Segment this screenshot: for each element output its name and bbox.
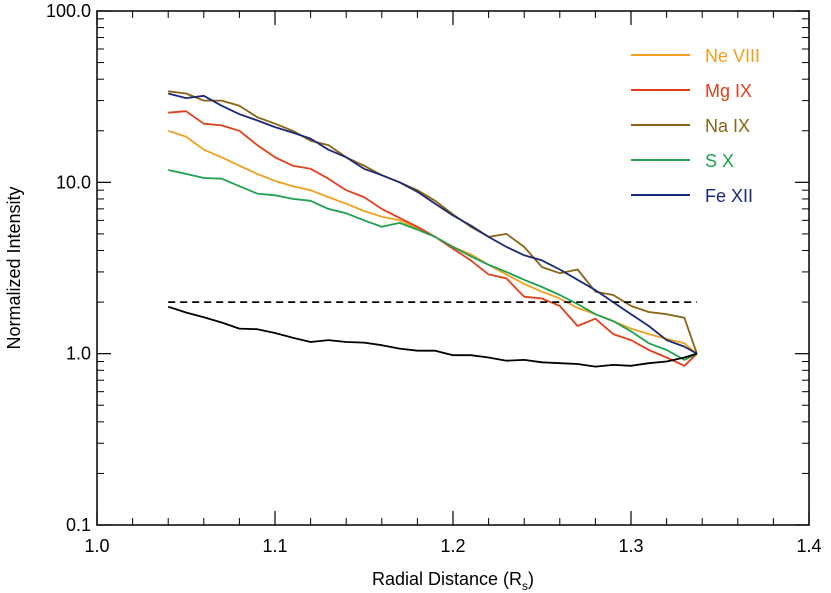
x-tick-label: 1.4 <box>796 536 821 556</box>
y-tick-label: 0.1 <box>66 515 91 535</box>
legend-label-fe-xii: Fe XII <box>705 186 753 206</box>
legend-label-s-x: S X <box>705 151 734 171</box>
plot-frame <box>96 10 810 526</box>
x-tick-label: 1.3 <box>618 536 643 556</box>
series-layer <box>167 90 698 368</box>
series-line-ne-viii <box>167 129 698 355</box>
series-line-fe-xii <box>167 92 698 355</box>
legend-label-mg-ix: Mg IX <box>705 81 752 101</box>
series-line-mg-ix <box>168 110 698 367</box>
x-tick-label: 1.1 <box>262 536 287 556</box>
legend: Ne VIII Mg IX Na IX S X Fe XII <box>631 46 760 206</box>
x-tick-label: 1.0 <box>84 536 109 556</box>
series-line-na-ix <box>168 90 698 354</box>
y-tick-label: 10.0 <box>56 172 91 192</box>
legend-label-na-ix: Na IX <box>705 116 750 136</box>
y-tick-label: 1.0 <box>66 344 91 364</box>
y-tick-label: 100.0 <box>46 1 91 21</box>
legend-label-ne-viii: Ne VIII <box>705 46 760 66</box>
x-tick-label: 1.2 <box>440 536 465 556</box>
y-axis-title: Normalized Intensity <box>4 186 24 349</box>
series-line-s-x <box>168 169 698 361</box>
series-line-reference <box>167 305 698 368</box>
x-axis-title: Radial Distance (Rs) <box>372 569 534 593</box>
